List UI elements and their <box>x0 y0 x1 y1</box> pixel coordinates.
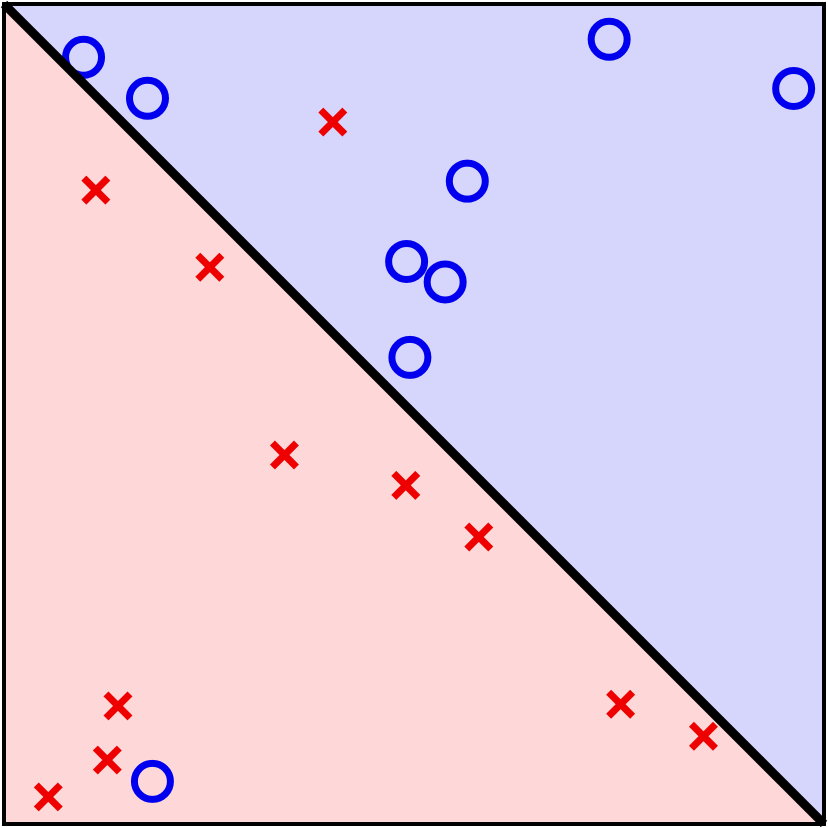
cross-point <box>103 691 133 721</box>
cross-point <box>391 470 421 500</box>
circle-point <box>388 335 432 379</box>
cross-stroke <box>33 782 63 812</box>
cross-stroke <box>688 721 718 751</box>
cross-point <box>269 440 299 470</box>
cross-stroke <box>92 745 122 775</box>
circle-point <box>385 239 429 283</box>
circle-point <box>772 66 816 110</box>
cross-point <box>688 721 718 751</box>
cross-stroke <box>269 440 299 470</box>
cross-stroke <box>195 252 225 282</box>
cross-point <box>464 522 494 552</box>
cross-point <box>318 107 348 137</box>
circle-point <box>587 17 631 61</box>
cross-point <box>92 745 122 775</box>
circle-point <box>62 35 106 79</box>
circle-point <box>130 759 174 803</box>
cross-point <box>195 252 225 282</box>
cross-stroke <box>606 689 636 719</box>
cross-stroke <box>103 691 133 721</box>
cross-point <box>81 175 111 205</box>
circle-point <box>445 159 489 203</box>
circle-point <box>423 260 467 304</box>
circle-point <box>126 76 169 120</box>
cross-point <box>33 782 63 812</box>
cross-stroke <box>464 522 494 552</box>
cross-stroke <box>318 107 348 137</box>
cross-stroke <box>81 175 111 205</box>
data-points <box>33 17 816 812</box>
cross-point <box>606 689 636 719</box>
cross-stroke <box>391 470 421 500</box>
